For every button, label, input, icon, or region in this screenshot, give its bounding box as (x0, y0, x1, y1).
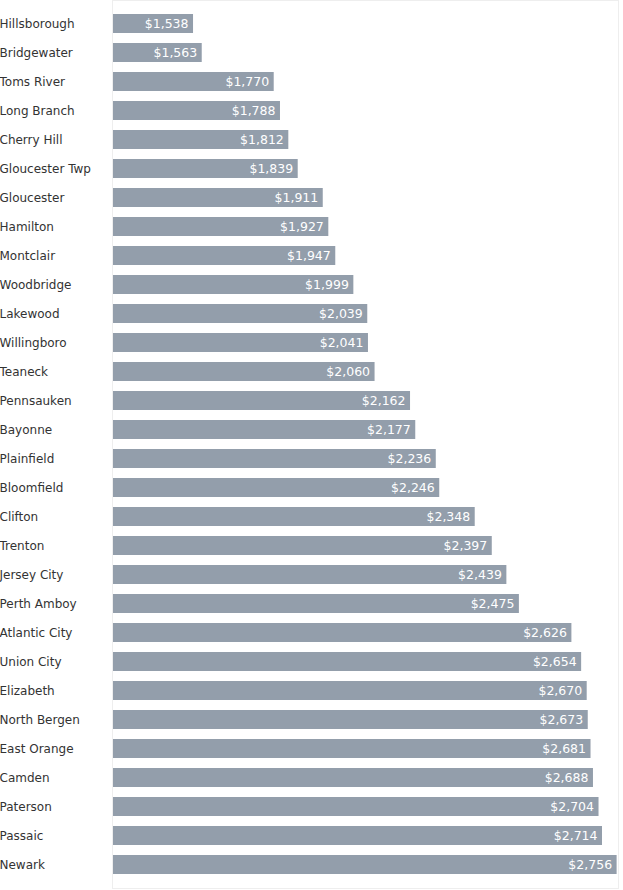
svg-text:Union City: Union City (0, 655, 62, 669)
svg-text:$1,911: $1,911 (274, 190, 318, 205)
svg-text:$1,788: $1,788 (232, 103, 276, 118)
svg-text:$1,770: $1,770 (225, 74, 269, 89)
svg-text:Jersey City: Jersey City (0, 568, 63, 582)
svg-text:Trenton: Trenton (0, 539, 44, 553)
svg-text:Bridgewater: Bridgewater (0, 46, 73, 60)
svg-text:$2,681: $2,681 (542, 741, 586, 756)
svg-text:Long Branch: Long Branch (0, 104, 75, 118)
svg-text:$2,397: $2,397 (444, 538, 488, 553)
svg-text:East Orange: East Orange (0, 742, 74, 756)
svg-text:$1,538: $1,538 (145, 16, 189, 31)
svg-text:Willingboro: Willingboro (0, 336, 67, 350)
svg-text:$2,177: $2,177 (367, 422, 411, 437)
svg-text:Bayonne: Bayonne (0, 423, 52, 437)
svg-text:North Bergen: North Bergen (0, 713, 80, 727)
svg-text:$1,563: $1,563 (153, 45, 197, 60)
svg-text:$2,475: $2,475 (471, 596, 515, 611)
svg-text:$2,439: $2,439 (458, 567, 502, 582)
svg-text:$2,704: $2,704 (550, 799, 594, 814)
svg-text:$2,670: $2,670 (538, 683, 582, 698)
svg-text:$1,812: $1,812 (240, 132, 284, 147)
svg-text:Lakewood: Lakewood (0, 307, 60, 321)
svg-text:$2,654: $2,654 (533, 654, 577, 669)
svg-text:Bloomfield: Bloomfield (0, 481, 63, 495)
svg-text:Elizabeth: Elizabeth (0, 684, 55, 698)
svg-text:Newark: Newark (0, 858, 45, 872)
svg-text:$2,039: $2,039 (319, 306, 363, 321)
svg-text:Montclair: Montclair (0, 249, 55, 263)
svg-text:Cherry Hill: Cherry Hill (0, 133, 62, 147)
svg-text:$2,626: $2,626 (523, 625, 567, 640)
svg-text:$2,041: $2,041 (320, 335, 364, 350)
svg-text:$2,756: $2,756 (568, 857, 612, 872)
svg-text:Passaic: Passaic (0, 829, 43, 843)
svg-text:Toms River: Toms River (0, 75, 65, 89)
svg-text:Pennsauken: Pennsauken (0, 394, 72, 408)
svg-text:$1,927: $1,927 (280, 219, 324, 234)
svg-text:Gloucester: Gloucester (0, 191, 64, 205)
svg-text:$1,947: $1,947 (287, 248, 331, 263)
svg-text:Teaneck: Teaneck (0, 365, 48, 379)
svg-text:$2,236: $2,236 (388, 451, 432, 466)
svg-text:Hamilton: Hamilton (0, 220, 54, 234)
svg-text:$2,246: $2,246 (391, 480, 435, 495)
svg-text:Perth Amboy: Perth Amboy (0, 597, 77, 611)
svg-text:$1,839: $1,839 (249, 161, 293, 176)
svg-text:$2,060: $2,060 (326, 364, 370, 379)
svg-text:Hillsborough: Hillsborough (0, 17, 75, 31)
svg-text:Woodbridge: Woodbridge (0, 278, 71, 292)
svg-text:$1,999: $1,999 (305, 277, 349, 292)
svg-text:$2,688: $2,688 (545, 770, 589, 785)
svg-text:Paterson: Paterson (0, 800, 52, 814)
svg-text:Camden: Camden (0, 771, 50, 785)
svg-text:$2,162: $2,162 (362, 393, 406, 408)
svg-text:Atlantic City: Atlantic City (0, 626, 72, 640)
svg-text:Gloucester Twp: Gloucester Twp (0, 162, 91, 176)
svg-text:Clifton: Clifton (0, 510, 38, 524)
svg-text:$2,673: $2,673 (539, 712, 583, 727)
svg-text:$2,348: $2,348 (426, 509, 470, 524)
svg-text:$2,714: $2,714 (554, 828, 598, 843)
svg-text:Plainfield: Plainfield (0, 452, 54, 466)
